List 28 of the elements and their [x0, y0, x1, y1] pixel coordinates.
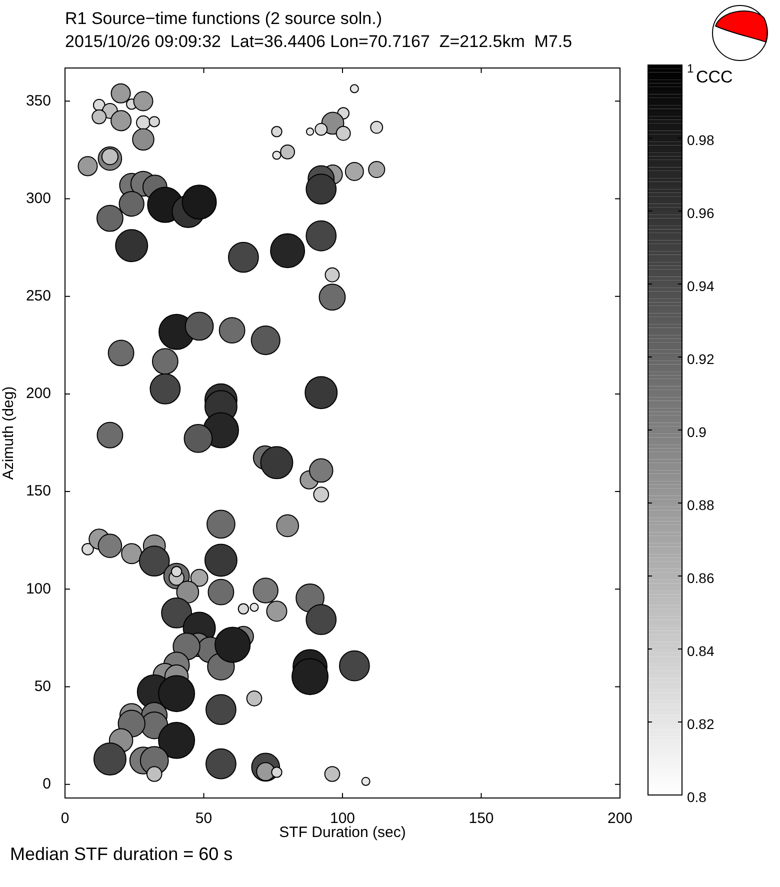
y-axis-title: Azimuth (deg): [0, 386, 18, 480]
color-bar-label: 0.82: [687, 716, 714, 732]
chart-title: R1 Source−time functions (2 source soln.): [65, 9, 382, 28]
color-bar-title: CCC: [696, 68, 733, 87]
x-tick-label: 200: [607, 810, 633, 828]
y-tick-label: 300: [26, 190, 51, 207]
y-tick-label: 250: [26, 288, 51, 305]
color-bar-label: 0.88: [687, 496, 714, 513]
color-bar-label: 0.94: [687, 278, 714, 294]
color-bar-label: 0.96: [687, 204, 714, 221]
color-bar-label: 0.8: [687, 788, 707, 805]
y-tick-label: 350: [26, 92, 51, 110]
y-tick-label: 200: [26, 385, 51, 402]
y-tick-label: 150: [26, 482, 51, 500]
text: Median STF duration = 60 s: [10, 844, 233, 864]
y-tick-label: 0: [42, 775, 51, 792]
color-bar-label: 1: [687, 61, 694, 76]
y-tick-label: 100: [26, 580, 51, 598]
x-tick-label: 50: [195, 810, 212, 828]
color-bar-label: 0.86: [687, 570, 714, 586]
x-tick-label: 0: [60, 810, 70, 828]
chart-subtitle: 2015/10/26 09:09:32 Lat=36.4406 Lon=70.7167 Z=212.5km M7.5: [65, 32, 572, 51]
y-tick-label: 50: [34, 678, 51, 695]
color-bar-label: 0.92: [687, 350, 714, 367]
color-bar-label: 0.98: [687, 132, 714, 148]
color-bar-label: 0.84: [687, 642, 714, 659]
color-bar-label: 0.9: [687, 424, 707, 440]
x-tick-label: 150: [468, 810, 494, 828]
